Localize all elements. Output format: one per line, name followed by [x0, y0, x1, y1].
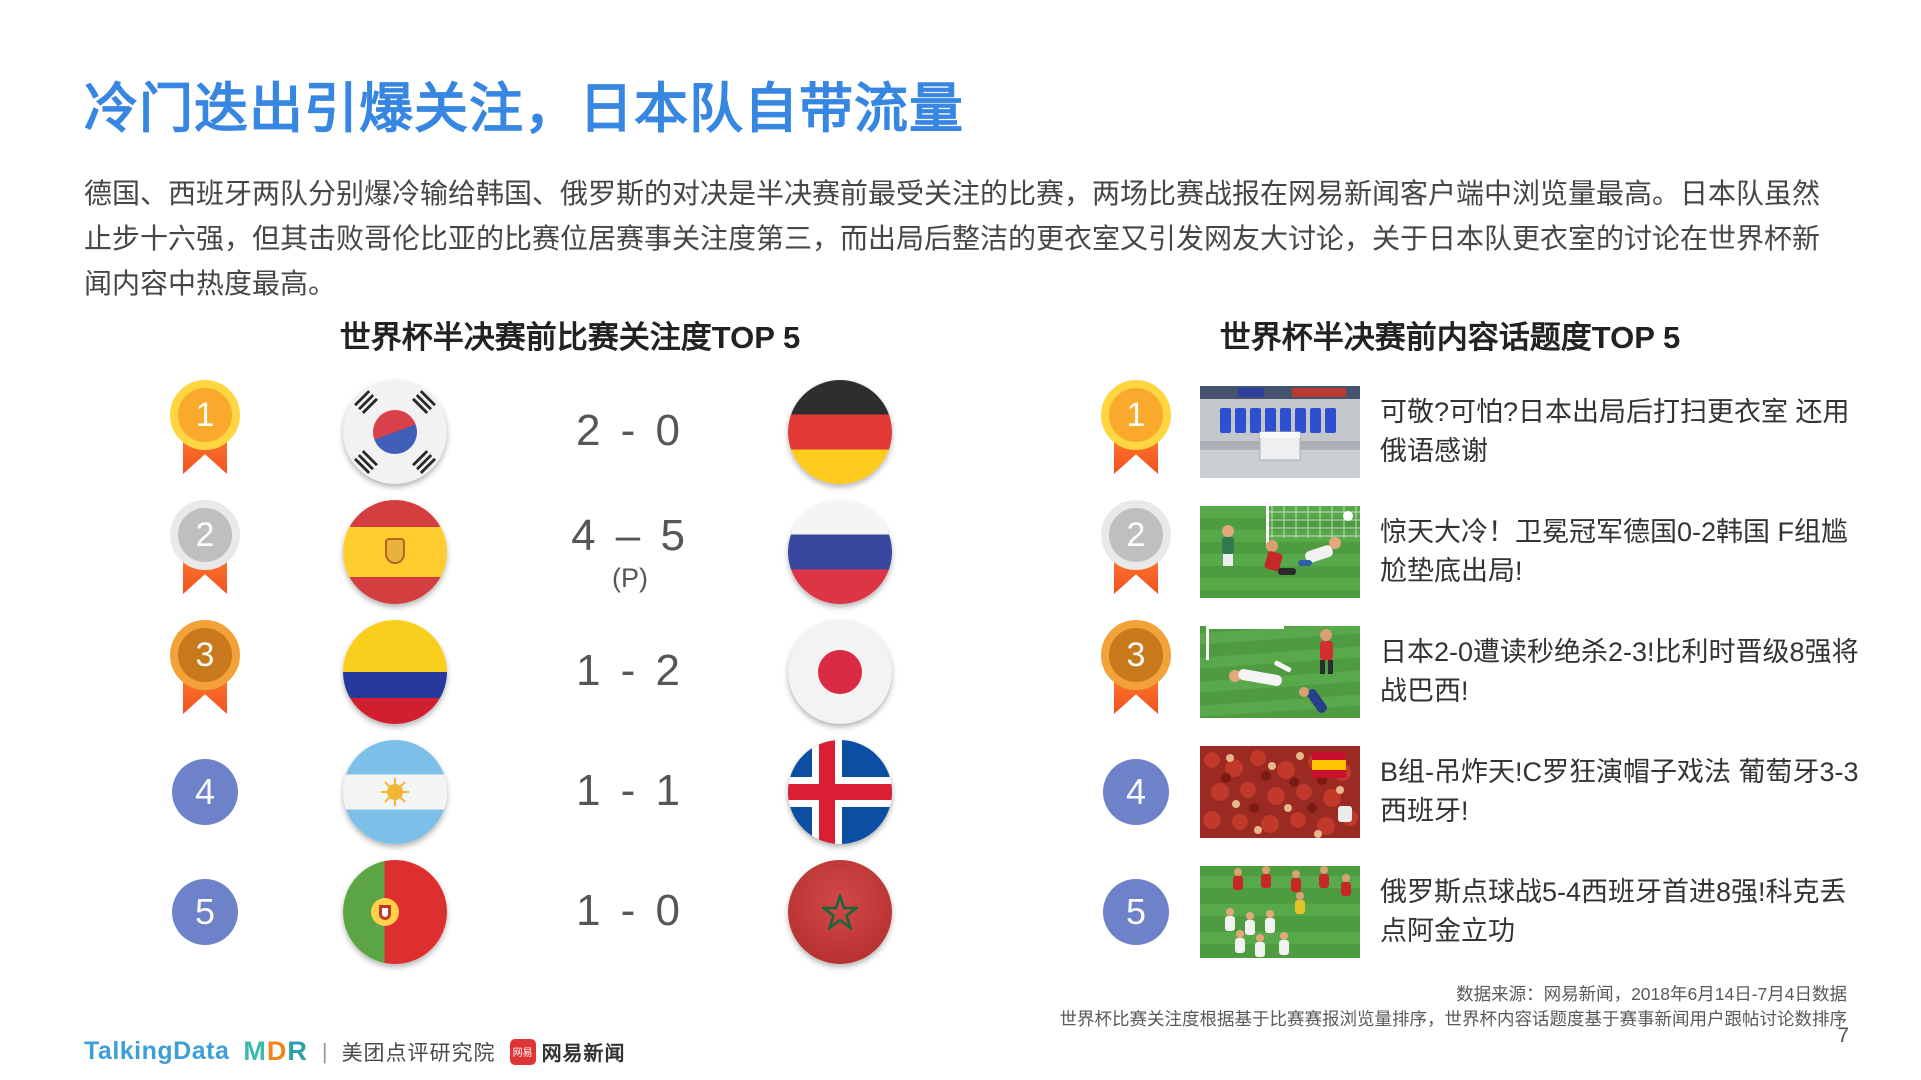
rank-number: 5 — [172, 879, 238, 945]
footer-logos: TalkingData MDR | 美团点评研究院 网易 网易新闻 — [84, 1036, 626, 1067]
source-line-2: 世界杯比赛关注度根据基于比赛赛报浏览量排序，世界杯内容话题度基于赛事新闻用户跟帖… — [1059, 1009, 1848, 1030]
page-number: 7 — [1837, 1024, 1849, 1047]
talkingdata-logo: TalkingData — [84, 1037, 230, 1065]
news-title: 可敬?可怕?日本出局后打扫更衣室 还用俄语感谢 — [1380, 396, 1850, 466]
left-section-title: 世界杯半决赛前比赛关注度TOP 5 — [339, 320, 801, 355]
match-row: 4 1 - 1 — [130, 732, 930, 852]
news-title: 惊天大冷！卫冕冠军德国0-2韩国 F组尴尬垫底出局! — [1380, 516, 1849, 586]
rank-number: 4 — [1103, 759, 1169, 825]
rank-number: 1 — [170, 380, 240, 450]
germany-flag-icon — [788, 380, 892, 484]
meituan-dianping-institute-logo: 美团点评研究院 — [341, 1041, 496, 1065]
match-row: 1 2 - 0 — [130, 372, 930, 492]
sun-of-may-icon — [381, 778, 409, 806]
japan-flag-icon — [788, 620, 892, 724]
data-source-note: 数据来源：网易新闻，2018年6月14日-7月4日数据 世界杯比赛关注度根据基于… — [1060, 982, 1848, 1033]
bronze-medal-icon: 3 — [170, 620, 240, 724]
rank-number: 3 — [1101, 620, 1171, 690]
rank-number: 4 — [172, 759, 238, 825]
match-row: 3 1 - 2 — [130, 612, 930, 732]
thumbnail-spain-fans-crowd — [1200, 746, 1360, 838]
match-score: 4 – 5 (P) — [571, 510, 689, 593]
russia-flag-icon — [788, 500, 892, 604]
gold-medal-icon: 1 — [1101, 380, 1171, 484]
thumbnail-germany-korea-match — [1200, 506, 1360, 598]
source-line-1: 数据来源：网易新闻，2018年6月14日-7月4日数据 — [1456, 984, 1847, 1004]
news-title: 俄罗斯点球战5-4西班牙首进8强!科克丢点阿金立功 — [1380, 876, 1847, 946]
logo-divider: | — [321, 1038, 328, 1064]
rank-circle-icon: 4 — [172, 759, 238, 825]
match-ranking-list: 1 2 - 0 2 4 – 5 (P) — [130, 372, 930, 972]
portugal-flag-icon — [343, 860, 447, 964]
rank-number: 3 — [170, 620, 240, 690]
rank-number: 2 — [1101, 500, 1171, 570]
morocco-flag-icon — [788, 860, 892, 964]
rank-circle-icon: 4 — [1103, 759, 1169, 825]
match-score: 2 - 0 — [575, 406, 685, 455]
netease-news-logo: 网易 网易新闻 — [509, 1037, 626, 1066]
rank-number: 1 — [1101, 380, 1171, 450]
colombia-flag-icon — [343, 620, 447, 724]
match-score: 1 - 1 — [575, 766, 685, 815]
pentagram-star-icon — [822, 894, 858, 930]
match-row: 5 1 - 0 — [130, 852, 930, 972]
news-row: 5 — [1080, 852, 1880, 972]
rank-circle-icon: 5 — [1103, 879, 1169, 945]
match-row: 2 4 – 5 (P) — [130, 492, 930, 612]
right-section-title: 世界杯半决赛前内容话题度TOP 5 — [1219, 320, 1681, 355]
match-score: 1 - 2 — [575, 646, 685, 695]
silver-medal-icon: 2 — [1101, 500, 1171, 604]
rank-circle-icon: 5 — [172, 879, 238, 945]
rank-number: 2 — [170, 500, 240, 570]
argentina-flag-icon — [343, 740, 447, 844]
intro-paragraph: 德国、西班牙两队分别爆冷输给韩国、俄罗斯的对决是半决赛前最受关注的比赛，两场比赛… — [84, 178, 1821, 299]
silver-medal-icon: 2 — [170, 500, 240, 604]
south-korea-flag-icon — [343, 380, 447, 484]
thumbnail-japan-belgium-match — [1200, 626, 1360, 718]
news-ranking-list: 1 可敬?可怕?日本出局后打扫更衣室 还用俄语感谢 — [1080, 372, 1880, 972]
match-score: 1 - 0 — [575, 886, 685, 935]
news-row: 4 — [1080, 732, 1880, 852]
iceland-flag-icon — [788, 740, 892, 844]
thumbnail-locker-room — [1200, 386, 1360, 478]
thumbnail-russia-win-celebration — [1200, 866, 1360, 958]
mdr-logo: MDR — [243, 1036, 308, 1066]
news-title: 日本2-0遭读秒绝杀2-3!比利时晋级8强将战巴西! — [1380, 636, 1859, 706]
news-row: 3 日本2-0遭读秒绝杀2-3!比利时晋级8强 — [1080, 612, 1880, 732]
rank-number: 5 — [1103, 879, 1169, 945]
bronze-medal-icon: 3 — [1101, 620, 1171, 724]
page-title: 冷门迭出引爆关注，日本队自带流量 — [84, 79, 964, 139]
news-row: 1 可敬?可怕?日本出局后打扫更衣室 还用俄语感谢 — [1080, 372, 1880, 492]
gold-medal-icon: 1 — [170, 380, 240, 484]
netease-icon: 网易 — [509, 1038, 536, 1065]
spain-flag-icon — [343, 500, 447, 604]
news-row: 2 — [1080, 492, 1880, 612]
news-title: B组-吊炸天!C罗狂演帽子戏法 葡萄牙3-3西班牙! — [1380, 756, 1859, 826]
